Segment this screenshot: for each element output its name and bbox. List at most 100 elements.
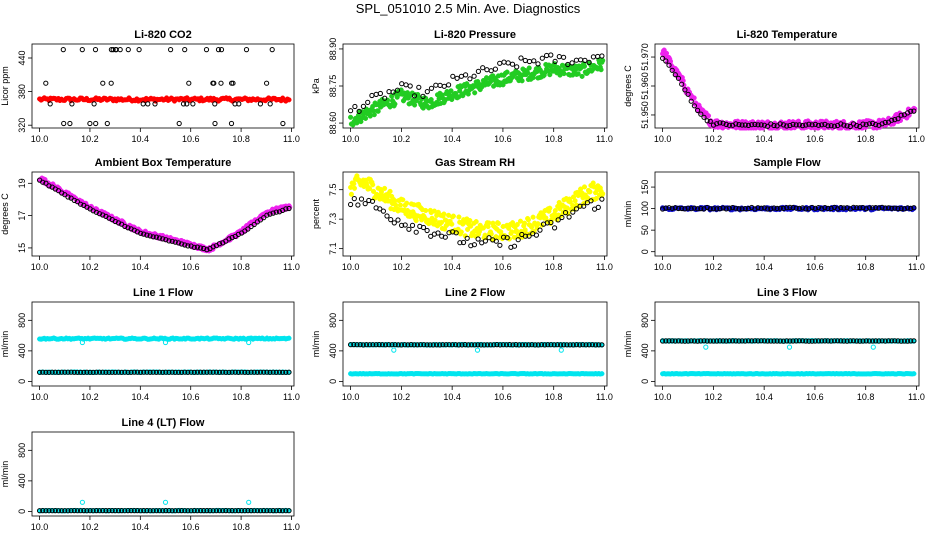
data-point [786,344,793,350]
data-point [745,122,752,129]
data-point [441,211,447,217]
data-point [473,219,479,225]
data-point [723,121,729,128]
data-point [450,213,456,219]
data-point [698,111,704,117]
data-point [475,79,481,85]
data-point [552,58,558,65]
data-point [598,67,604,73]
data-point [270,210,276,216]
series-line-2-spikes [391,347,564,353]
data-point [74,199,81,205]
data-point [117,47,123,53]
data-point [375,108,381,114]
y-tick-label: 88.90 [328,38,338,61]
x-tick-label: 10.4 [132,134,150,144]
data-point [590,54,597,60]
x-tick-label: 10.4 [132,522,150,532]
data-point [160,236,166,242]
data-point [573,57,580,63]
data-point [180,101,187,107]
data-point [819,122,825,128]
x-tick-label: 10.8 [857,134,875,144]
data-point [509,61,516,67]
data-point [184,101,190,107]
data-point [125,225,131,231]
data-point [43,80,49,86]
data-point [203,47,210,53]
data-point [717,120,723,126]
data-point [488,68,494,74]
x-tick-label: 10.2 [81,392,99,402]
data-point [595,204,601,210]
y-tick-label: 100 [640,201,650,216]
data-point [682,87,688,93]
y-axis-label: ml/min [623,331,633,358]
data-point [531,58,537,64]
x-tick-label: 10.0 [654,262,672,272]
y-tick-label: 51.970 [640,43,650,71]
data-point [190,101,196,107]
data-point [367,186,373,192]
data-point [61,120,67,127]
x-tick-label: 10.4 [132,262,150,272]
data-point [424,227,430,234]
data-point [892,117,898,123]
data-point [701,114,707,120]
data-point [406,226,412,232]
y-axis-label: ml/min [311,331,321,358]
data-point [599,371,605,377]
series-line-2-raw [348,371,605,377]
data-point [138,230,144,236]
data-point [800,123,806,129]
x-tick-label: 10.6 [806,392,824,402]
data-point [67,120,73,127]
data-point [739,122,745,128]
data-point [780,122,787,128]
data-point [465,226,471,232]
x-tick-label: 10.8 [857,392,875,402]
data-point [370,182,376,188]
data-point [437,82,443,89]
data-point [194,244,200,250]
data-point [413,218,419,224]
data-point [212,120,218,127]
data-point [394,87,401,93]
data-point [104,120,110,127]
x-tick-label: 10.8 [232,134,250,144]
y-tick-label: 800 [17,443,27,458]
data-point [761,122,768,128]
series-line-4-spikes [79,499,252,505]
y-tick-label: 320 [17,118,27,133]
data-point [400,197,406,203]
data-point [600,191,606,197]
data-point [69,101,75,107]
x-tick-label: 10.0 [31,392,49,402]
series-rh-raw [348,173,606,242]
data-point [889,117,895,123]
x-tick-label: 10.8 [545,134,563,144]
data-point [78,201,84,207]
data-point [438,219,445,225]
x-tick-label: 10.4 [755,262,773,272]
y-tick-label: 800 [17,313,27,328]
data-point [505,60,511,66]
data-point [348,191,354,197]
x-tick-label: 10.8 [232,522,250,532]
y-tick-label: 400 [640,343,650,358]
data-point [825,123,831,129]
data-point [412,102,418,108]
data-point [533,232,540,238]
data-point [424,89,430,95]
x-tick-label: 11.0 [908,392,925,402]
data-point [433,82,439,88]
data-point [518,55,524,61]
x-tick-label: 10.2 [81,134,99,144]
data-point [210,244,216,250]
data-point [831,123,838,129]
data-point [201,245,207,252]
x-tick-label: 10.6 [182,392,200,402]
y-tick-label: 19 [17,178,27,188]
x-tick-label: 10.6 [182,262,200,272]
x-tick-label: 11.0 [283,522,300,532]
